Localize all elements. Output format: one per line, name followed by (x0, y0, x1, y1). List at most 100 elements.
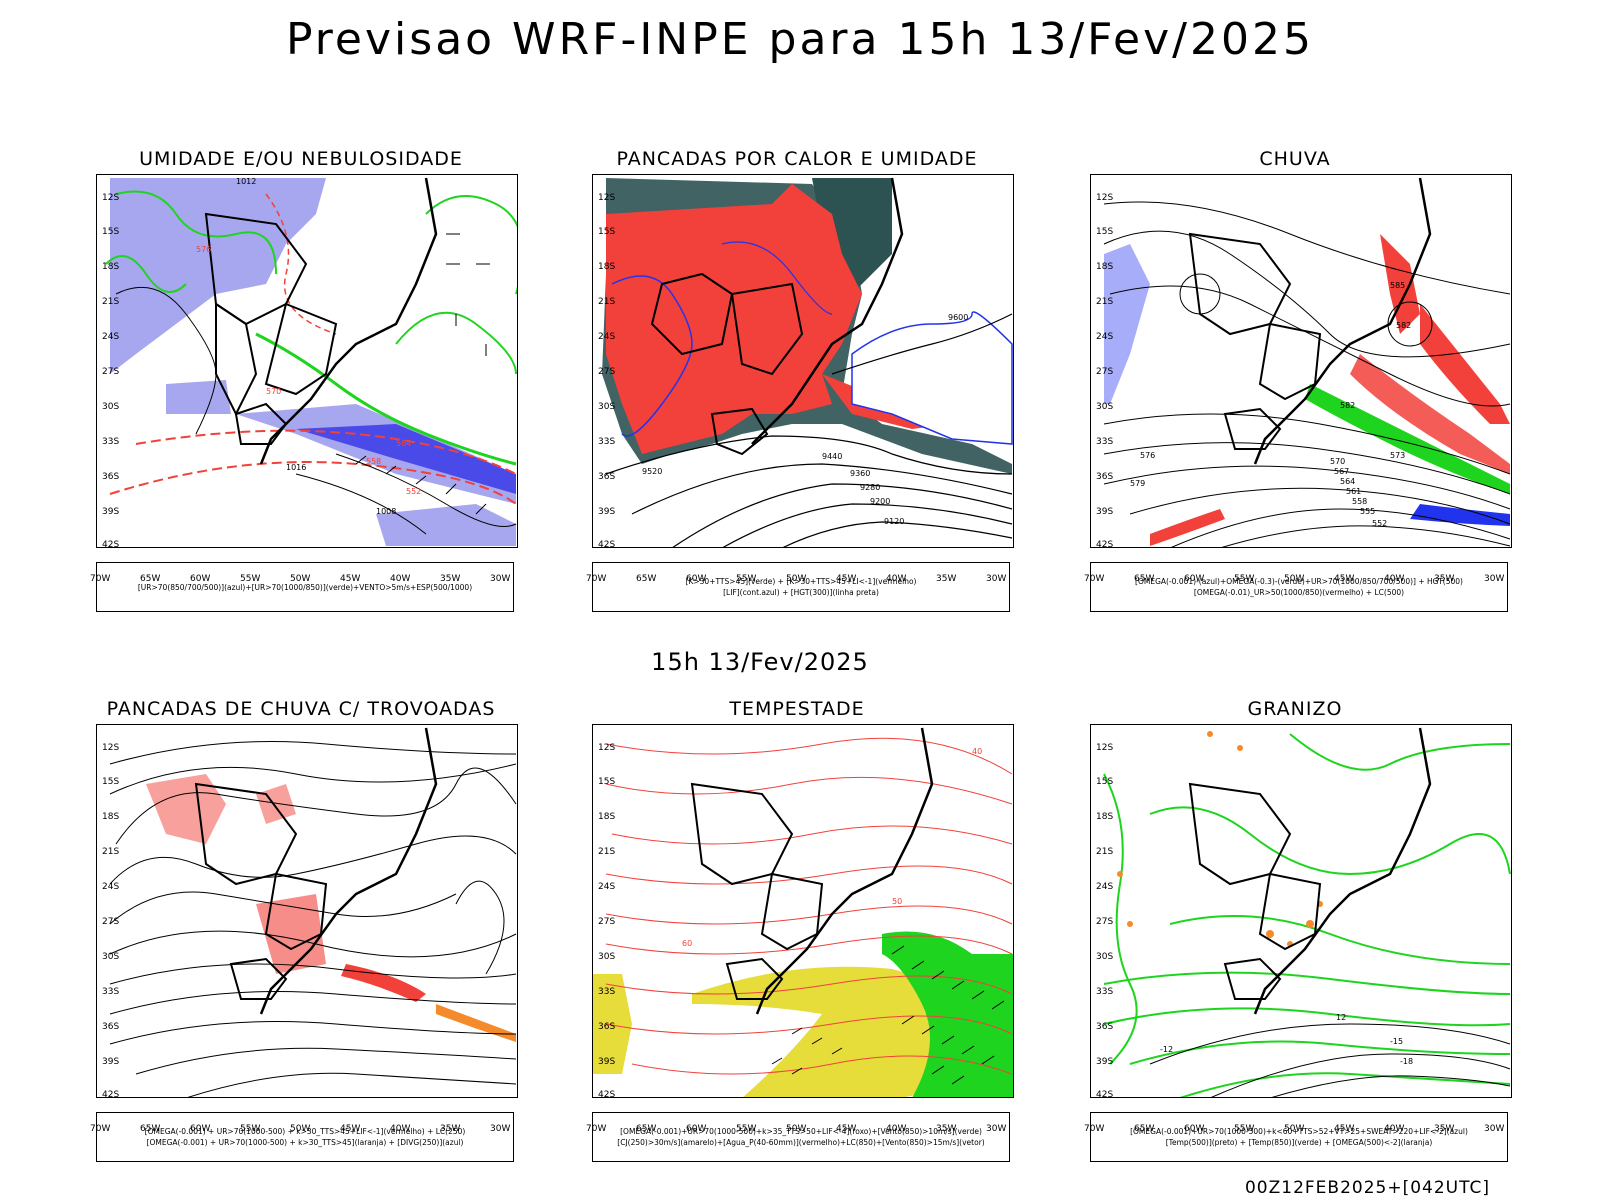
lon-tick-label: 45W (340, 1124, 361, 1134)
lon-tick-label: 65W (636, 574, 657, 584)
svg-text:1008: 1008 (376, 507, 396, 516)
panel-tempestade: TEMPESTADE 12S 15S 18S 21S 24S 27S 30S 33S 3… (562, 698, 1032, 1168)
contour-label: 585 (1390, 281, 1405, 290)
svg-text:42S: 42S (102, 540, 119, 548)
lon-tick-label: 65W (140, 574, 161, 584)
lon-tick-label: 60W (1184, 574, 1205, 584)
svg-text:-18: -18 (1400, 1057, 1413, 1066)
svg-text:30S: 30S (102, 952, 119, 962)
lon-tick-label: 70W (586, 574, 607, 584)
svg-text:21S: 21S (102, 297, 119, 307)
svg-text:39S: 39S (102, 507, 119, 517)
svg-text:39S: 39S (102, 1057, 119, 1067)
svg-text:18S: 18S (1096, 262, 1113, 272)
svg-text:27S: 27S (598, 367, 615, 377)
lon-tick-label: 30W (986, 1124, 1007, 1134)
svg-text:39S: 39S (598, 1057, 615, 1067)
map-granizo: 12S 15S 18S 21S 24S 27S 30S 33S 36S 39S 42S 1… (1090, 724, 1512, 1098)
svg-text:24S: 24S (1096, 332, 1113, 342)
lon-tick-label: 55W (1234, 574, 1255, 584)
lon-tick-label: 50W (1284, 574, 1305, 584)
svg-text:579: 579 (1130, 479, 1145, 488)
svg-text:9280: 9280 (860, 483, 880, 492)
lon-tick-label: 65W (1134, 574, 1155, 584)
svg-text:15S: 15S (102, 227, 119, 237)
lon-tick-label: 35W (1434, 574, 1455, 584)
svg-text:-15: -15 (1390, 1037, 1403, 1046)
legend: [UR>70(850/700/500)](azul)+[UR>70(1000/8… (96, 562, 514, 612)
svg-text:12S: 12S (102, 193, 119, 203)
svg-text:60: 60 (682, 939, 692, 948)
lon-tick-label: 30W (490, 574, 511, 584)
legend: [K>30+TTS>45](verde) + [K>30+TTS>45+LI<-… (592, 562, 1010, 612)
svg-text:24S: 24S (598, 882, 615, 892)
contour-label: 12 (1336, 1013, 1346, 1022)
map-pancadas-trovoadas: 12S 15S 18S 21S 24S 27S 30S 33S 36S 39S 42S (96, 724, 518, 1098)
svg-text:42S: 42S (598, 1090, 615, 1098)
svg-text:21S: 21S (598, 847, 615, 857)
lon-tick-label: 45W (1334, 1124, 1355, 1134)
svg-text:12S: 12S (1096, 193, 1113, 203)
lon-tick-label: 40W (886, 574, 907, 584)
svg-text:36S: 36S (598, 1022, 615, 1032)
lon-tick-label: 40W (1384, 574, 1405, 584)
lon-tick-label: 55W (1234, 1124, 1255, 1134)
svg-text:24S: 24S (1096, 882, 1113, 892)
lon-tick-label: 45W (340, 574, 361, 584)
svg-text:573: 573 (1390, 451, 1405, 460)
lon-tick-label: 55W (736, 1124, 757, 1134)
svg-text:39S: 39S (1096, 1057, 1113, 1067)
svg-text:567: 567 (1334, 467, 1349, 476)
panel-title: UMIDADE E/OU NEBULOSIDADE (139, 148, 463, 170)
contour-label: 1012 (236, 177, 256, 186)
svg-text:42S: 42S (102, 1090, 119, 1098)
svg-text:42S: 42S (1096, 1090, 1113, 1098)
legend: [OMEGA(-0.001)-(azul)+OMEGA(-0.3)-(verde… (1090, 562, 1508, 612)
lon-tick-label: 45W (836, 574, 857, 584)
svg-text:36S: 36S (598, 472, 615, 482)
svg-text:564: 564 (1340, 477, 1355, 486)
panel-title: GRANIZO (1247, 698, 1343, 720)
lon-tick-label: 60W (686, 574, 707, 584)
svg-text:9360: 9360 (850, 469, 870, 478)
lon-tick-label: 60W (686, 1124, 707, 1134)
svg-text:564: 564 (396, 439, 411, 448)
svg-text:18S: 18S (102, 812, 119, 822)
svg-text:33S: 33S (1096, 437, 1113, 447)
svg-text:39S: 39S (1096, 507, 1113, 517)
svg-text:12S: 12S (598, 743, 615, 753)
svg-text:21S: 21S (1096, 847, 1113, 857)
svg-text:24S: 24S (102, 882, 119, 892)
svg-text:582: 582 (1340, 401, 1355, 410)
svg-text:36S: 36S (102, 1022, 119, 1032)
panel-pancadas-trovoadas: PANCADAS DE CHUVA C/ TROVOADAS 12S 15S 18… (66, 698, 536, 1168)
svg-text:30S: 30S (598, 402, 615, 412)
svg-text:42S: 42S (598, 540, 615, 548)
svg-text:552: 552 (406, 487, 421, 496)
svg-text:558: 558 (1352, 497, 1367, 506)
svg-text:570: 570 (1330, 457, 1345, 466)
svg-text:18S: 18S (102, 262, 119, 272)
lon-tick-label: 30W (490, 1124, 511, 1134)
lon-tick-label: 30W (986, 574, 1007, 584)
svg-text:21S: 21S (102, 847, 119, 857)
svg-text:24S: 24S (598, 332, 615, 342)
lon-tick-label: 70W (586, 1124, 607, 1134)
svg-text:33S: 33S (598, 987, 615, 997)
lon-tick-label: 65W (636, 1124, 657, 1134)
svg-text:27S: 27S (102, 367, 119, 377)
svg-text:33S: 33S (102, 437, 119, 447)
lon-tick-label: 55W (736, 574, 757, 584)
lon-tick-label: 30W (1484, 1124, 1505, 1134)
lon-tick-label: 40W (390, 574, 411, 584)
svg-text:552: 552 (1372, 519, 1387, 528)
svg-text:18S: 18S (598, 262, 615, 272)
svg-text:30S: 30S (102, 402, 119, 412)
svg-text:50: 50 (892, 897, 902, 906)
lon-tick-label: 40W (1384, 1124, 1405, 1134)
svg-text:12S: 12S (1096, 743, 1113, 753)
svg-text:15S: 15S (1096, 777, 1113, 787)
contour-label: 9600 (948, 313, 968, 322)
lon-tick-label: 70W (1084, 1124, 1105, 1134)
lon-tick-label: 40W (886, 1124, 907, 1134)
